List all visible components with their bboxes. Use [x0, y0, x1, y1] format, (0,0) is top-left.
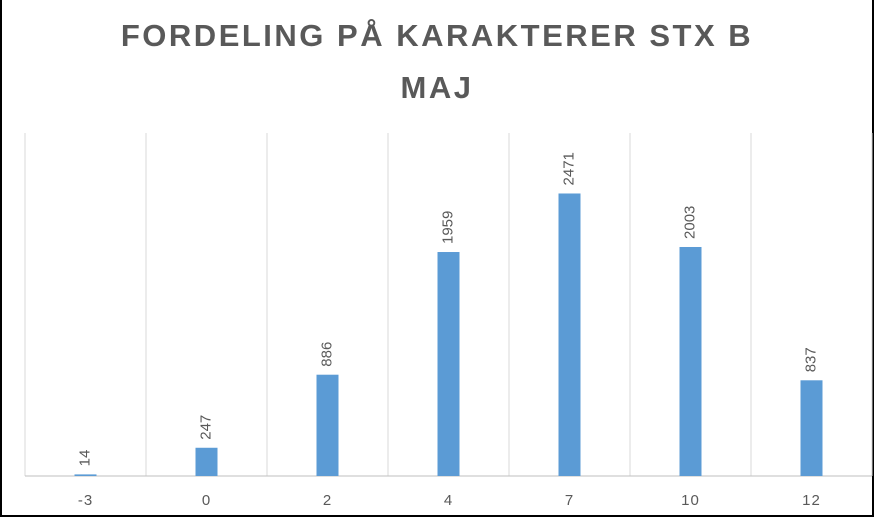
- x-tick-label: 0: [202, 492, 211, 509]
- data-label: 886: [318, 342, 335, 367]
- bar: [195, 447, 218, 476]
- bar: [800, 380, 823, 476]
- x-tick-label: 10: [681, 492, 700, 509]
- x-tick-label: 2: [323, 492, 332, 509]
- data-label: 247: [197, 415, 214, 440]
- x-tick-label: -3: [78, 492, 93, 509]
- chart-title: FORDELING PÅ KARAKTERER STX B MAJ: [120, 18, 754, 105]
- bar: [679, 246, 702, 476]
- data-label: 2003: [681, 206, 698, 239]
- data-label: 14: [76, 450, 93, 467]
- bar: [316, 374, 339, 476]
- data-label: 837: [802, 347, 819, 372]
- data-label: 1959: [439, 211, 456, 244]
- bar: [437, 252, 460, 476]
- data-label: 2471: [560, 152, 577, 185]
- bar: [558, 193, 581, 476]
- x-tick-label: 7: [565, 492, 574, 509]
- x-tick-label: 12: [802, 492, 821, 509]
- x-tick-label: 4: [444, 492, 453, 509]
- bar: [74, 474, 97, 476]
